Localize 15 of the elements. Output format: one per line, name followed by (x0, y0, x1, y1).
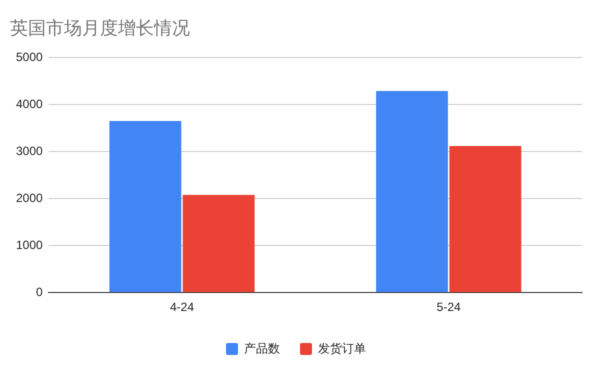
x-tick-label: 4-24 (170, 300, 194, 314)
bar (449, 146, 522, 292)
y-tick-label: 4000 (16, 96, 44, 111)
chart-title: 英国市场月度增长情况 (10, 18, 190, 38)
y-tick-label: 3000 (16, 144, 44, 158)
legend-label: 发货订单 (318, 341, 366, 356)
y-tick-label: 5000 (16, 50, 44, 64)
bar (182, 194, 255, 292)
y-tick-label: 0 (36, 284, 44, 299)
bar (376, 90, 448, 292)
x-tick-label: 5-24 (436, 300, 461, 314)
legend-label: 产品数 (244, 341, 280, 356)
y-tick-label: 1000 (16, 238, 44, 252)
y-tick-label: 2000 (16, 190, 44, 205)
bar (109, 121, 182, 292)
